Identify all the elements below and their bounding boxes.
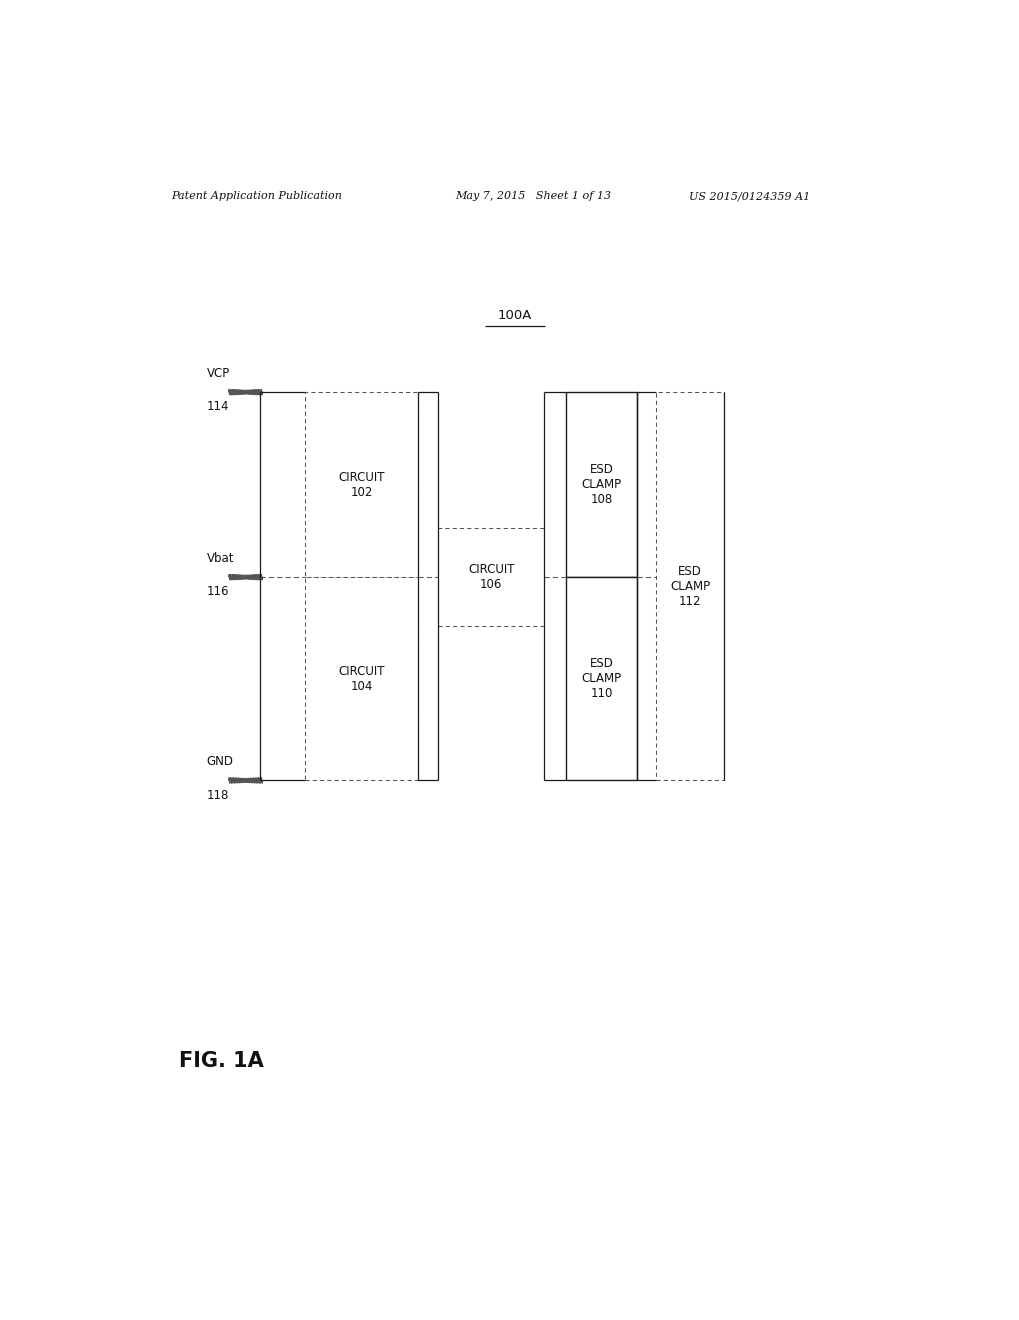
Text: Vbat: Vbat bbox=[206, 552, 233, 565]
Bar bbox=[566, 392, 637, 577]
Text: GND: GND bbox=[206, 755, 233, 768]
Text: ESD
CLAMP
112: ESD CLAMP 112 bbox=[669, 565, 709, 607]
Bar bbox=[305, 392, 418, 577]
Bar bbox=[566, 577, 637, 780]
Text: 100A: 100A bbox=[497, 309, 532, 322]
Text: 118: 118 bbox=[206, 788, 228, 801]
Text: May 7, 2015   Sheet 1 of 13: May 7, 2015 Sheet 1 of 13 bbox=[455, 191, 611, 201]
Text: VCP: VCP bbox=[206, 367, 229, 380]
Text: 116: 116 bbox=[206, 585, 229, 598]
Text: 114: 114 bbox=[206, 400, 229, 413]
Text: ESD
CLAMP
110: ESD CLAMP 110 bbox=[581, 657, 622, 701]
Text: CIRCUIT
104: CIRCUIT 104 bbox=[338, 665, 385, 693]
Text: CIRCUIT
106: CIRCUIT 106 bbox=[468, 564, 514, 591]
Text: Patent Application Publication: Patent Application Publication bbox=[171, 191, 341, 201]
Text: ESD
CLAMP
108: ESD CLAMP 108 bbox=[581, 463, 622, 506]
Text: CIRCUIT
102: CIRCUIT 102 bbox=[338, 471, 385, 499]
Bar bbox=[438, 528, 543, 626]
Text: US 2015/0124359 A1: US 2015/0124359 A1 bbox=[688, 191, 809, 201]
Bar bbox=[655, 392, 723, 780]
Text: FIG. 1A: FIG. 1A bbox=[178, 1051, 263, 1071]
Bar bbox=[305, 577, 418, 780]
